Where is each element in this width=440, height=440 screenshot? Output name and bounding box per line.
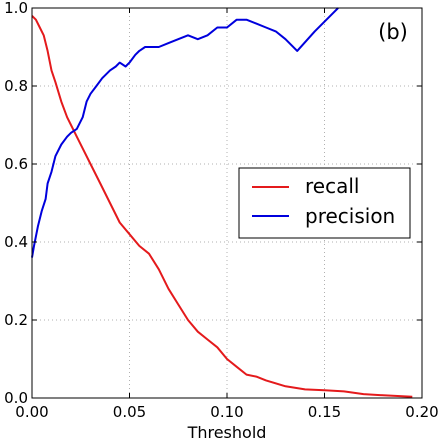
x-tick-label: 0.15	[308, 403, 341, 421]
y-tick-label: 1.0	[4, 0, 28, 17]
y-tick-label: 0.8	[4, 77, 28, 95]
x-tick-label: 0.10	[210, 403, 243, 421]
x-tick-label: 0.20	[405, 403, 438, 421]
y-tick-label: 0.4	[4, 233, 28, 251]
ticks	[31, 7, 423, 399]
x-tick-label: 0.00	[15, 403, 48, 421]
legend: recall precision	[238, 167, 411, 239]
series-layer	[31, 7, 413, 398]
legend-box	[238, 167, 411, 239]
series-line-recall	[31, 15, 413, 398]
legend-label-precision: precision	[305, 204, 395, 228]
panel-label: (b)	[378, 20, 408, 44]
series-line-precision	[31, 7, 339, 258]
legend-label-recall: recall	[305, 174, 359, 198]
tick-labels: 0.00 0.05 0.10 0.15 0.20 0.0 0.2 0.4 0.6 0.8 1.0	[4, 0, 439, 421]
y-tick-label: 0.2	[4, 311, 28, 329]
x-axis-label: Threshold	[187, 423, 267, 440]
y-tick-label: 0.6	[4, 155, 28, 173]
y-tick-label: 0.0	[4, 389, 28, 407]
x-tick-label: 0.05	[113, 403, 146, 421]
